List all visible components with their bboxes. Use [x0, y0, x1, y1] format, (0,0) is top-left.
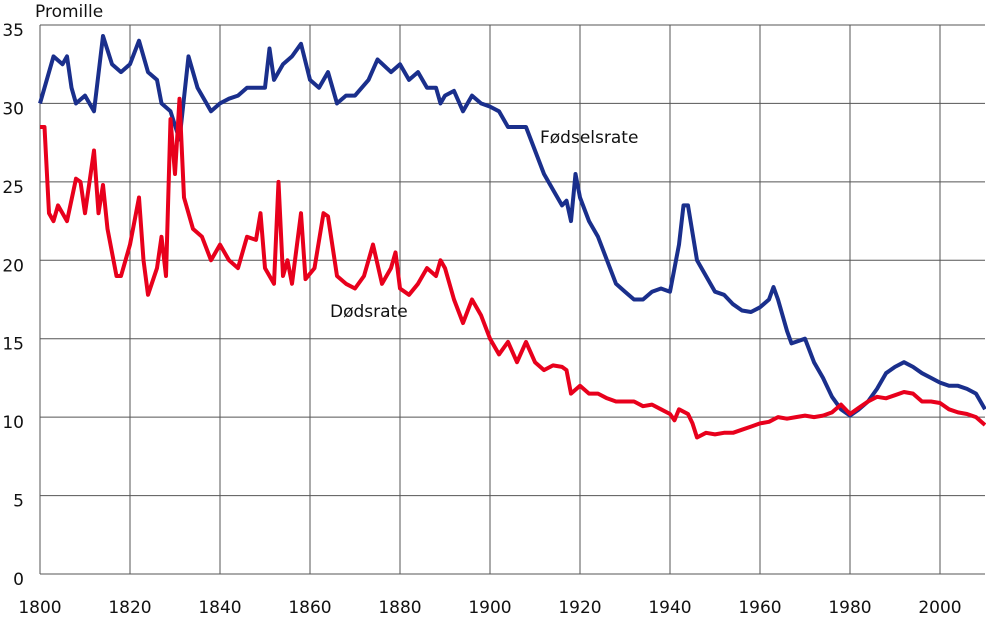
x-tick-label: 1840	[198, 598, 241, 618]
x-tick-label: 1940	[648, 598, 691, 618]
x-tick-label: 1860	[288, 598, 331, 618]
data-line	[38, 34, 986, 418]
x-tick-label: 1980	[828, 598, 871, 618]
x-tick-label: 1960	[738, 598, 781, 618]
y-tick-label: 10	[2, 413, 24, 433]
x-tick-label: 1920	[558, 598, 601, 618]
data-line	[40, 96, 986, 440]
y-tick-label: 30	[2, 99, 24, 119]
x-tick-label: 1880	[378, 598, 421, 618]
series-label: Fødselsrate	[540, 128, 638, 148]
y-tick-label: 5	[13, 492, 24, 512]
x-tick-label: 2000	[918, 598, 961, 618]
x-tick-label: 1900	[468, 598, 511, 618]
y-tick-label: 0	[13, 570, 24, 590]
series-label: Dødsrate	[330, 302, 408, 322]
chart-title: Promille	[35, 2, 103, 22]
y-tick-label: 35	[2, 21, 24, 41]
x-tick-label: 1800	[18, 598, 61, 618]
y-tick-label: 15	[2, 335, 24, 355]
x-tick-label: 1820	[108, 598, 151, 618]
y-tick-label: 20	[2, 256, 24, 276]
y-tick-label: 25	[2, 178, 24, 198]
